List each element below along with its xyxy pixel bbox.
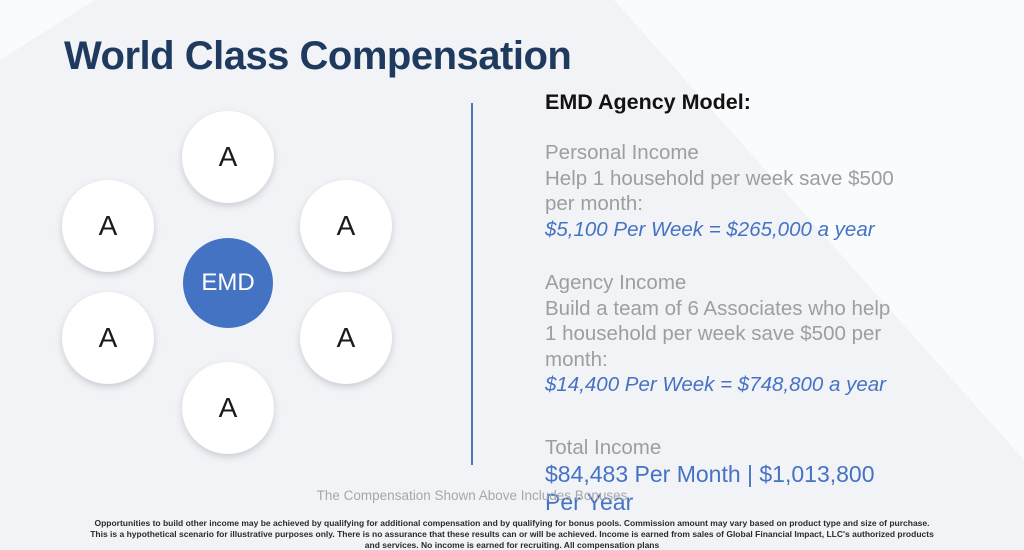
associate-label: A <box>98 322 118 353</box>
associate-label: A <box>98 210 118 241</box>
section-heading: Personal Income <box>545 141 699 164</box>
associate-label: A <box>336 210 356 241</box>
section-heading: Total Income <box>545 435 662 459</box>
panel-heading: EMD Agency Model: <box>545 90 751 114</box>
section-highlight: $5,100 Per Week = $265,000 a year <box>545 217 875 241</box>
total-income-section: Total Income $84,483 Per Month | $1,013,… <box>545 435 907 517</box>
associate-circle: A <box>182 111 274 203</box>
associate-circle: A <box>62 180 154 272</box>
emd-circle: EMD <box>183 238 273 328</box>
associate-circle: A <box>300 292 392 384</box>
associate-circle: A <box>62 292 154 384</box>
section-body: Help 1 household per week save $500 per … <box>545 166 894 216</box>
emd-label: EMD <box>201 269 255 296</box>
income-panel: EMD Agency Model: Personal Income Help 1… <box>545 88 907 544</box>
disclaimer: Opportunities to build other income may … <box>90 518 934 550</box>
associate-circle: A <box>182 362 274 454</box>
personal-income-section: Personal Income Help 1 household per wee… <box>545 140 907 242</box>
associate-circle: A <box>300 180 392 272</box>
vertical-divider <box>471 103 473 465</box>
section-heading: Agency Income <box>545 271 687 294</box>
section-highlight: $84,483 Per Month | $1,013,800 Per Year <box>545 461 875 515</box>
emd-agency-diagram: A A A A A A EMD <box>0 0 470 480</box>
associate-label: A <box>336 322 356 353</box>
agency-income-section: Agency Income Build a team of 6 Associat… <box>545 270 907 398</box>
page-title: World Class Compensation <box>64 34 572 78</box>
section-body: Build a team of 6 Associates who help 1 … <box>545 296 891 371</box>
caption: The Compensation Shown Above Includes Bo… <box>316 488 628 503</box>
associate-label: A <box>218 392 238 423</box>
associate-label: A <box>218 141 238 172</box>
section-highlight: $14,400 Per Week = $748,800 a year <box>545 373 886 396</box>
